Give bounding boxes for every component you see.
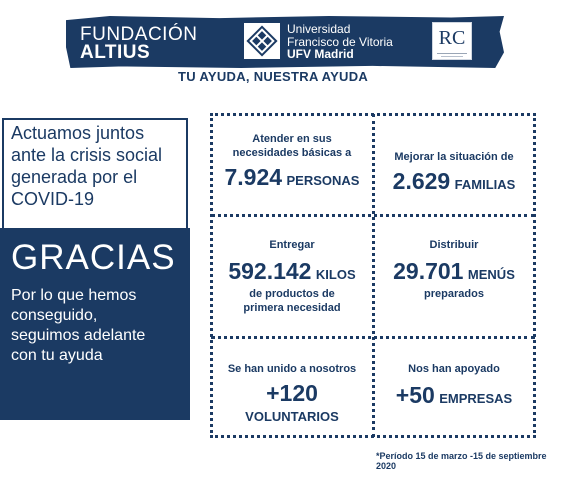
gracias-panel [0, 228, 190, 420]
rc-logo-rule [437, 53, 467, 54]
stat-number: 2.629 [392, 168, 451, 194]
university-line2: Francisco de Vitoria [287, 35, 393, 49]
university-line1: Universidad [287, 22, 351, 36]
stat-value-row: 7.924 PERSONAS [214, 164, 370, 191]
fundacion-label: FUNDACIÓN [80, 24, 198, 45]
stat-label: Mejorar la situación de [394, 151, 514, 163]
gracias-message: Por lo que hemos conseguido, seguimos ad… [11, 287, 146, 364]
stat-unit: MENÚS [467, 267, 515, 282]
tagline: TU AYUDA, NUESTRA AYUDA [178, 69, 369, 84]
stat-voluntarios: Se han unido a nosotros +120 VOLUNTARIOS [214, 362, 370, 424]
stat-entregar: Entregar 592.142 KILOS de productos de p… [214, 238, 370, 315]
stat-mejorar: Mejorar la situación de 2.629 FAMILIAS [376, 150, 532, 195]
grid-divider [211, 336, 535, 339]
stat-unit: FAMILIAS [454, 177, 516, 192]
stat-value-row: 2.629 FAMILIAS [376, 168, 532, 195]
stat-number: +50 [395, 382, 435, 408]
stat-label: Nos han apoyado [408, 363, 500, 375]
stat-number: 592.142 [228, 258, 312, 284]
stat-value-row: +50 EMPRESAS [376, 382, 532, 409]
stat-label: Distribuir [429, 239, 479, 251]
stat-value-row: 592.142 KILOS [214, 258, 370, 285]
rc-logo: RC [432, 22, 472, 60]
grid-divider [372, 114, 375, 437]
stat-value-row: 29.701 MENÚS [376, 258, 532, 285]
stat-unit: VOLUNTARIOS [245, 409, 339, 424]
ufv-logo-icon [244, 23, 280, 59]
stat-atender: Atender en sus necesidades básicas a 7.9… [214, 132, 370, 191]
period-footnote: *Período 15 de marzo -15 de septiembre 2… [376, 451, 547, 471]
stat-empresas: Nos han apoyado +50 EMPRESAS [376, 362, 532, 409]
stat-unit: PERSONAS [286, 173, 360, 188]
gracias-heading: GRACIAS [11, 238, 176, 277]
stat-label: Atender en sus necesidades básicas a [232, 133, 352, 159]
stat-unit: EMPRESAS [439, 391, 513, 406]
intro-title: Actuamos juntos ante la crisis social ge… [11, 123, 163, 209]
stat-number: 7.924 [224, 164, 283, 190]
stat-number: 29.701 [393, 258, 464, 284]
stat-number: +120 [266, 380, 318, 406]
stat-sublabel: de productos de primera necesidad [243, 288, 341, 314]
stat-sublabel: preparados [424, 288, 484, 300]
stat-label: Se han unido a nosotros [227, 363, 357, 375]
university-line3: UFV Madrid [287, 47, 354, 61]
intro-box [2, 118, 188, 230]
altius-label: ALTIUS [80, 42, 151, 63]
rc-logo-rule [441, 56, 463, 57]
stat-label: Entregar [269, 239, 315, 251]
grid-divider [211, 214, 535, 217]
stat-unit: KILOS [315, 267, 356, 282]
header-banner [66, 16, 504, 68]
stat-distribuir: Distribuir 29.701 MENÚS preparados [376, 238, 532, 301]
rc-logo-mark: RC [438, 27, 466, 49]
